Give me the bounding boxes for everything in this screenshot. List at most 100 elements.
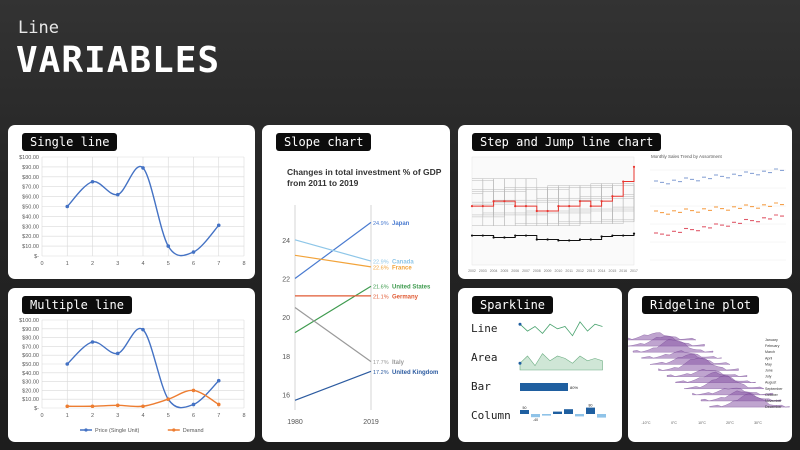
y-tick-label: $90.00 [22,327,39,333]
x-tick-label: 1 [66,413,69,419]
section-kicker: Line [18,18,59,38]
slope-series-label: Italy [392,360,405,366]
ridge-area [683,375,765,389]
data-point [216,223,221,228]
step-point [524,234,528,237]
ridge-area [666,369,748,377]
sparkline-row-label: Bar [471,380,491,393]
slope-title-line: Changes in total investment % of GDP [287,167,442,177]
spark-column [531,414,540,418]
y-tick-label: $80.00 [22,175,39,181]
sparkline-row-label: Area [471,351,498,364]
y-tick-label: $- [34,406,39,412]
step-jump-card[interactable]: 2002 2003 2004 2005 2006 2007 2008 2009 2010 2011… [458,125,792,279]
step-point [546,238,549,241]
legend-entry: Price (Single Unit) [95,428,139,434]
step-point [514,234,517,237]
x-tick-label: 2008 [533,269,541,273]
ridge-month-label: February [765,344,780,348]
data-point [166,244,171,248]
x-tick-label: 2016 [619,269,627,273]
data-point [90,340,95,344]
x-tick-label: 30°C [754,421,762,425]
step-point [514,204,517,208]
panel-title: Monthly Sales Trend by Assortment [651,154,723,159]
step-jump-chart: 2002 2003 2004 2005 2006 2007 2008 2009 2010 2011… [468,154,786,273]
slope-title-line: from 2011 to 2019 [287,178,359,188]
data-point [65,204,70,209]
y-tick-label: $70.00 [22,185,39,191]
x-tick-label: 2006 [511,269,519,273]
slope-value-label: 21.1% [373,294,389,300]
x-tick-label: 5 [167,413,170,419]
data-point [141,166,145,170]
y-tick-label: 16 [282,393,290,400]
sparkline-card[interactable]: Line Area Bar Column 80% 50 -40 80 Sparkline [458,288,622,442]
step-point [503,236,506,239]
ridge-month-label: January [765,338,778,342]
step-point [578,238,582,241]
sparkline-chart: Line Area Bar Column 80% 50 -40 80 [471,321,606,422]
data-point [191,402,196,407]
slope-value-label: 17.7% [373,360,389,366]
x-tick-label: 2004 [490,269,498,273]
y-tick-label: $40.00 [22,214,39,220]
ridge-area [658,357,739,371]
step-point [546,209,549,213]
slope-line [294,307,372,363]
ridgeline-card[interactable]: January February March April May June July Augu… [628,288,792,442]
y-tick-label: $- [34,254,39,260]
y-tick-label: $10.00 [22,244,39,250]
y-tick-label: $30.00 [22,380,39,386]
step-point [622,234,625,237]
step-point [492,236,495,239]
ridge-month-label: September [765,387,783,391]
x-tick-label: 2 [91,261,94,267]
x-tick-label: 0 [40,261,43,267]
ridge-area [632,338,714,353]
step-point [589,238,592,241]
ridgeline-label: Ridgeline plot [642,296,760,314]
ridgeline-chart: January February March April May June July Augu… [628,332,790,425]
slope-value-label: 22.9% [373,260,389,266]
y-tick-label: 18 [282,354,290,361]
slope-series-label: Japan [392,221,410,227]
step-point [481,234,484,237]
y-tick-label: $50.00 [22,205,39,211]
slope-series-label: Germany [392,294,419,300]
step-point [622,180,625,183]
step-point [611,195,614,198]
slope-chart-card[interactable]: Changes in total investment % of GDP from… [262,125,450,442]
x-tick-label: 2003 [479,269,487,273]
multiple-line-card[interactable]: $- $10.00 $20.00 $30.00 $40.00 $50.00 $60.00 $7… [8,288,255,442]
ridge-month-label: December [765,405,782,409]
slope-series-label: United Kingdom [392,370,438,376]
x-tick-label: 5 [167,261,170,267]
data-point [216,378,221,383]
multiple-line-chart: $- $10.00 $20.00 $30.00 $40.00 $50.00 $60.00 $7… [19,318,245,434]
data-point [65,362,70,366]
x-tick-label: 1980 [287,419,303,426]
ridge-month-label: October [765,393,779,397]
spark-column [564,409,573,414]
sparkline-row-label: Line [471,322,498,335]
ridge-month-label: August [765,381,776,385]
slope-value-label: 21.6% [373,285,389,291]
y-tick-label: 22 [282,276,290,283]
legend-entry: Demand [183,428,204,434]
single-line-card[interactable]: $- $10.00 $20.00 $30.00 $40.00 $50.00 $60.00 $7… [8,125,255,279]
x-tick-label: 3 [116,413,119,419]
step-point [557,204,560,208]
y-tick-label: $10.00 [22,397,39,403]
ridge-area [628,332,697,341]
y-tick-label: $60.00 [22,195,39,201]
x-tick-label: 7 [217,261,220,267]
data-point [90,404,95,409]
slope-series-label: France [392,265,412,271]
step-point [600,200,603,203]
x-tick-label: 2015 [609,269,617,273]
ridge-month-label: July [765,375,772,379]
data-point [115,351,120,356]
data-point [65,404,70,409]
spark-bar-label: 80% [570,385,578,390]
